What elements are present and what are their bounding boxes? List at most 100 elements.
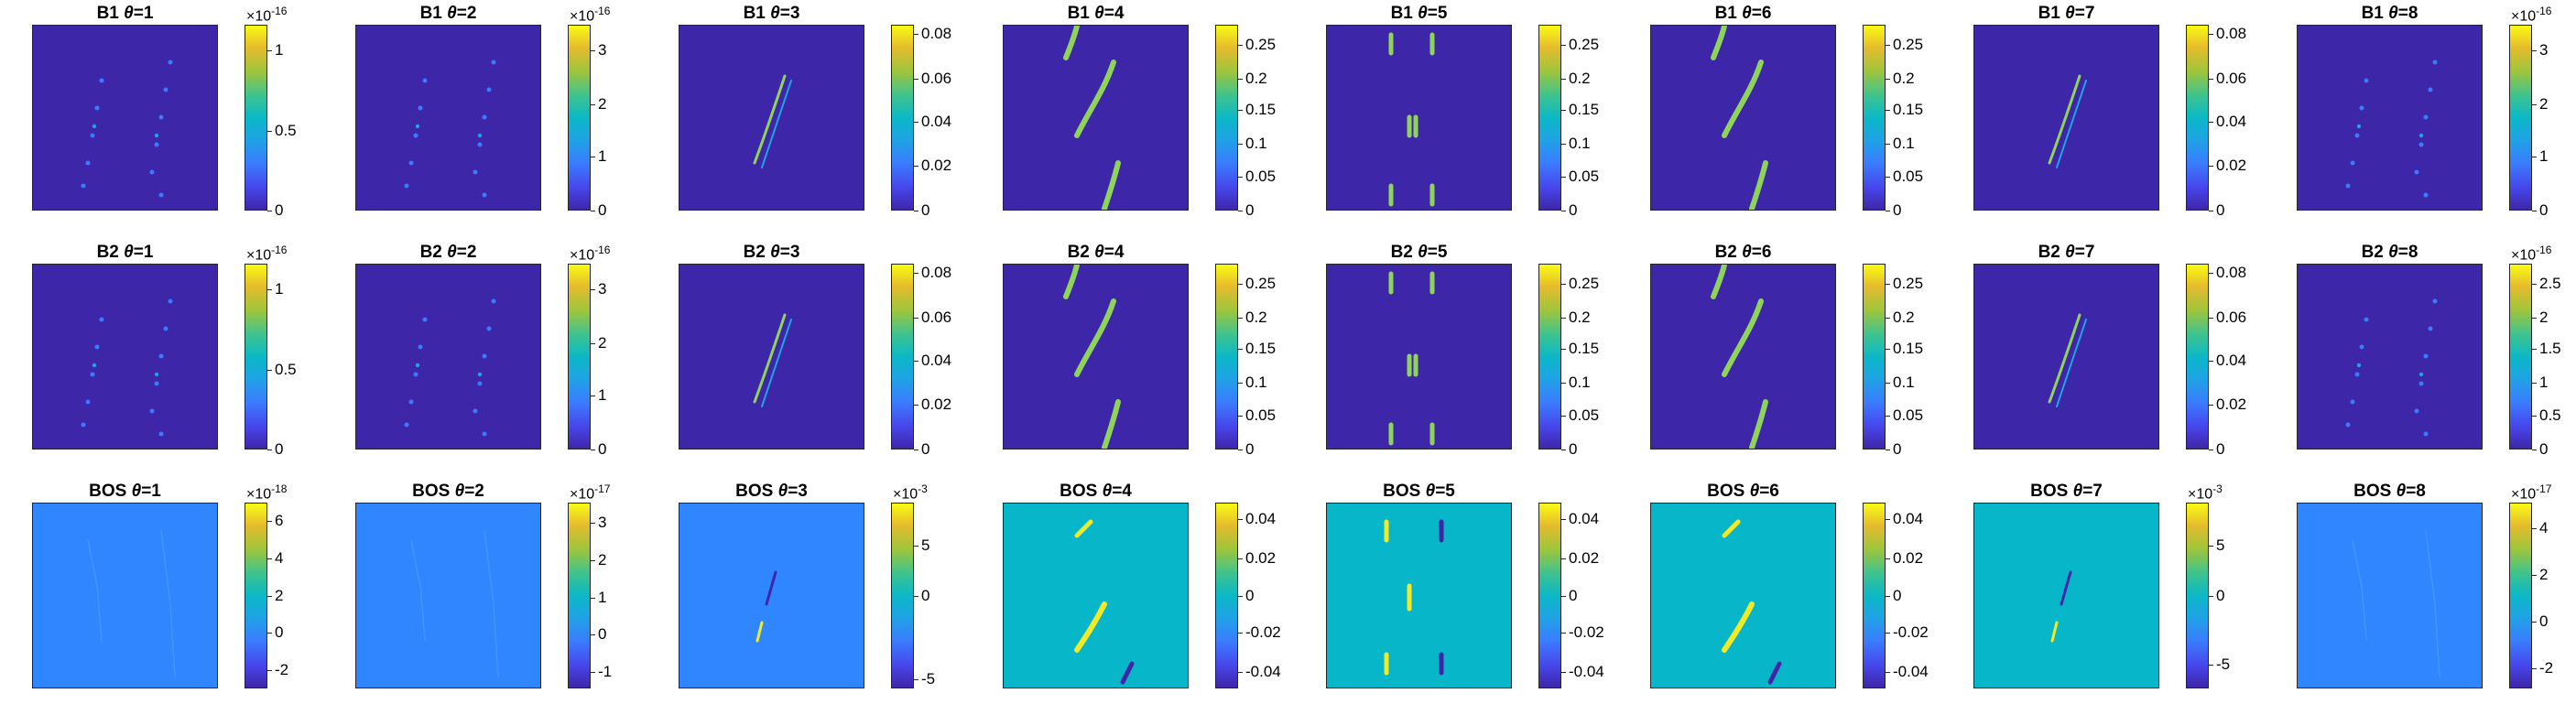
panel-title-equals: = [2397,4,2408,23]
field-spot [482,431,487,437]
colorbar-tick [1561,349,1566,351]
exponent-power: -17 [594,482,611,495]
colorbar-tick-label: 0.05 [1245,168,1277,186]
colorbar-tick [1238,143,1243,145]
colorbar-tick-label: 0.02 [2216,157,2247,175]
field-spot [2354,372,2360,377]
field-spot [2432,60,2438,65]
panel-title-equals: = [1103,243,1114,262]
colorbar-tick [1886,317,1890,319]
colorbar-tick-label: 0 [2539,612,2549,630]
colorbar-tick-label: 0.02 [2216,395,2247,414]
panel-title: BOS θ=4 [1060,482,1132,502]
colorbar-tick [1238,633,1243,634]
colorbar-tick [914,273,918,275]
field-spot [2432,298,2438,304]
field-spot [85,399,91,405]
field-spot [486,326,492,331]
panel-title-prefix: B2 [2361,243,2384,262]
theta-symbol: θ [770,243,780,262]
colorbar-tick [1561,382,1566,384]
field-image [2345,60,2438,198]
colorbar-tick-label: 3 [2539,41,2549,60]
colorbar-tick [1238,78,1243,80]
colorbar-tick [1886,284,1890,286]
panel-title: B2 θ=4 [1068,243,1125,263]
panel-title-prefix: B1 [743,4,766,23]
panel-title-prefix: B1 [419,4,442,23]
field-spot [482,114,487,120]
field-stripe [1074,298,1116,377]
field-spot [158,431,164,437]
colorbar-tick-label: 0.06 [2216,308,2247,326]
colorbar-tick-label: 0.2 [1569,69,1591,87]
field-stripe [1722,601,1755,653]
colorbar [245,264,267,450]
panel-title: B2 θ=6 [1715,243,1772,263]
colorbar-tick-label: 0.02 [1245,548,1277,567]
colorbar-tick-label: 1 [598,386,607,405]
field-stripe [1102,160,1121,210]
colorbar-tick [2532,284,2537,286]
exponent-power: -3 [918,482,928,495]
panel-title-theta-value: 6 [1761,4,1772,23]
colorbar-tick-label: 0.02 [921,395,952,414]
field-spot [2423,431,2429,437]
colorbar-tick-label: 0 [1245,201,1255,219]
panel-title-equals: = [1427,243,1438,262]
panel-title-equals: = [2082,482,2093,501]
colorbar-tick-label: 0.2 [1569,308,1591,326]
panel-title-equals: = [456,4,467,23]
field-spot [149,169,155,175]
colorbar-tick-label: 0.02 [921,157,952,175]
theta-symbol: θ [124,243,134,262]
colorbar-tick [1561,633,1566,634]
colorbar-tick-label: 0 [2216,440,2225,458]
colorbar-tick-label: 0.05 [1893,168,1924,186]
colorbar-tick-label: 0.1 [1893,373,1915,391]
colorbar-tick [267,595,272,597]
panel-title-prefix: B2 [2038,243,2060,262]
panel-title-equals: = [2074,4,2085,23]
colorbar [1863,503,1886,688]
colorbar [1863,264,1886,450]
colorbar-tick [1561,558,1566,559]
colorbar-tick-label: 2 [598,334,607,352]
colorbar-tick [2209,34,2213,36]
field-plot [1326,264,1512,450]
field-spot [163,326,168,331]
field-spot [149,408,155,414]
exponent-base: ×10 [246,247,272,264]
colorbar-tick-label: 4 [275,548,284,567]
colorbar-exponent: ×10-3 [2188,482,2223,503]
colorbar-tick-label: -0.02 [1245,623,1281,642]
field-plot [32,264,218,450]
field-stripe [2056,80,2087,168]
colorbar-tick-label: 0 [1569,201,1578,219]
theta-symbol: θ [124,4,134,23]
exponent-base: ×10 [570,486,595,503]
field-spot [415,363,420,368]
theta-symbol: θ [447,243,457,262]
colorbar-tick-label: 3 [598,514,607,532]
colorbar-exponent: ×10-16 [2511,5,2551,25]
field-spot [90,372,95,377]
field-spot [2418,142,2424,147]
colorbar-tick-label: 0.02 [1893,548,1924,567]
field-spot [81,183,86,189]
colorbar-tick [1238,110,1243,112]
panel-title: B2 θ=5 [1391,243,1448,263]
colorbar-tick [914,34,918,36]
field-plot [1973,264,2159,450]
panel-title: B1 θ=2 [420,4,477,24]
field-image [81,60,173,198]
theta-symbol: θ [447,4,457,23]
theta-symbol: θ [1425,482,1436,501]
panel-title-equals: = [2397,243,2408,262]
exponent-base: ×10 [570,247,595,264]
field-stripe [1074,60,1116,138]
field-spot [158,192,164,198]
colorbar-tick-label: 0.04 [1245,510,1277,528]
colorbar-tick [591,597,595,599]
panel-title-theta-value: 1 [143,4,154,23]
